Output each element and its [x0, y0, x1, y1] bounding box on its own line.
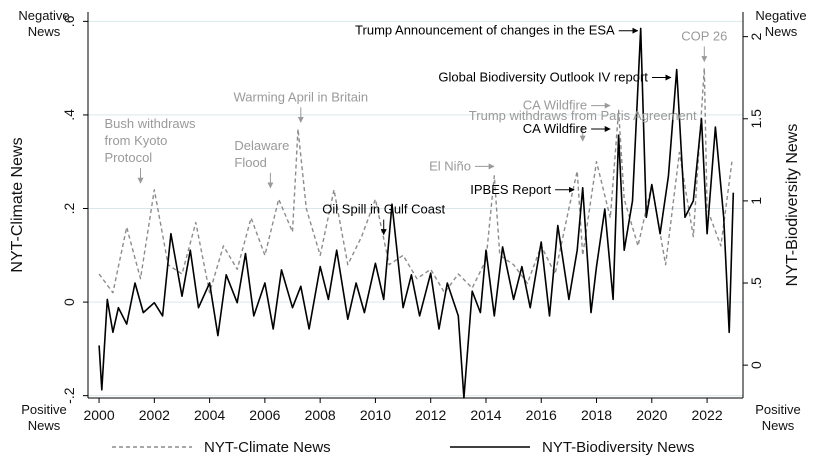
- right-top-note: News: [765, 24, 798, 39]
- x-tick-label: 2014: [470, 407, 501, 423]
- annotation-label: Bush withdraws from Kyoto Protocol: [105, 116, 197, 165]
- annotation-line: from Kyoto: [105, 133, 168, 148]
- x-tick-label: 2008: [305, 407, 336, 423]
- x-tick-label: 2004: [194, 407, 225, 423]
- annotation-label: CA Wildfire: [523, 121, 587, 136]
- right-bottom-note: News: [762, 418, 795, 433]
- x-tick-label: 2020: [636, 407, 667, 423]
- series-line-biodiversity: [98, 27, 735, 399]
- left-tick-label: .6: [61, 15, 77, 27]
- series-line-climate: [98, 67, 733, 294]
- left-tick-label: -.2: [61, 387, 77, 404]
- annotation-label: CA Wildfire: [523, 98, 587, 113]
- annotation-line: Delaware: [234, 138, 289, 153]
- right-tick-label: .5: [748, 277, 764, 289]
- left-axis-title: NYT-Climate News: [9, 137, 26, 272]
- annotation: Global Biodiversity Outlook IV report: [438, 70, 672, 85]
- right-top-note: Negative: [755, 8, 806, 23]
- annotation: Warming April in Britain: [233, 89, 368, 123]
- annotation-label: Delaware Flood: [234, 138, 289, 170]
- annotation: El Niño: [429, 158, 495, 173]
- annotation: Delaware Flood: [234, 138, 289, 189]
- x-tick-label: 2016: [526, 407, 557, 423]
- annotation: IPBES Report: [470, 182, 575, 197]
- left-tick-label: 0: [61, 298, 77, 306]
- annotation-line: Warming April in Britain: [233, 89, 368, 104]
- left-top-note: Negative: [18, 8, 69, 23]
- annotation-label: Oil Spill in Gulf Coast: [322, 202, 445, 217]
- x-tick-label: 2022: [691, 407, 722, 423]
- left-bottom-note: Positive: [21, 402, 67, 417]
- x-tick-label: 2010: [360, 407, 391, 423]
- legend-label: NYT-Biodiversity News: [542, 439, 695, 456]
- left-bottom-note: News: [28, 418, 61, 433]
- right-tick-label: 1.5: [748, 109, 764, 129]
- left-top-note: News: [28, 24, 61, 39]
- annotation-line: Protocol: [105, 150, 153, 165]
- x-tick-label: 2018: [581, 407, 612, 423]
- annotation-label: Trump Announcement of changes in the ESA: [355, 23, 615, 38]
- x-tick-label: 2000: [83, 407, 114, 423]
- x-tick-label: 2006: [249, 407, 280, 423]
- annotation: CA Wildfire: [523, 121, 611, 136]
- annotation-label: Warming April in Britain: [233, 89, 368, 104]
- annotation-label: IPBES Report: [470, 182, 551, 197]
- annotation: Oil Spill in Gulf Coast: [322, 202, 446, 236]
- annotation-line: Oil Spill in Gulf Coast: [322, 202, 445, 217]
- annotation: Bush withdraws from Kyoto Protocol: [105, 116, 197, 184]
- annotation: CA Wildfire: [523, 98, 611, 113]
- annotation-label: Trump withdraws from Paris Agreement: [469, 108, 697, 123]
- annotation-label: COP 26: [681, 28, 727, 43]
- annotation: Trump withdraws from Paris Agreement: [469, 108, 697, 142]
- annotation-line: Flood: [234, 155, 267, 170]
- x-tick-label: 2002: [139, 407, 170, 423]
- left-tick-label: .4: [61, 109, 77, 121]
- right-bottom-note: Positive: [755, 402, 801, 417]
- left-tick-label: .2: [61, 202, 77, 214]
- annotation-label: El Niño: [429, 158, 471, 173]
- right-tick-label: 2: [748, 33, 764, 41]
- annotation-line: COP 26: [681, 28, 727, 43]
- annotation: Trump Announcement of changes in the ESA: [355, 23, 639, 38]
- annotation: COP 26: [681, 28, 727, 63]
- x-tick-label: 2012: [415, 407, 446, 423]
- annotation-line: Bush withdraws: [105, 116, 197, 131]
- annotation-line: Trump withdraws from Paris Agreement: [469, 108, 697, 123]
- legend-label: NYT-Climate News: [204, 439, 331, 456]
- right-tick-label: 0: [748, 361, 764, 369]
- annotation-label: Global Biodiversity Outlook IV report: [438, 70, 648, 85]
- right-axis-title: NYT-Biodiversity News: [784, 124, 801, 287]
- right-tick-label: 1: [748, 197, 764, 205]
